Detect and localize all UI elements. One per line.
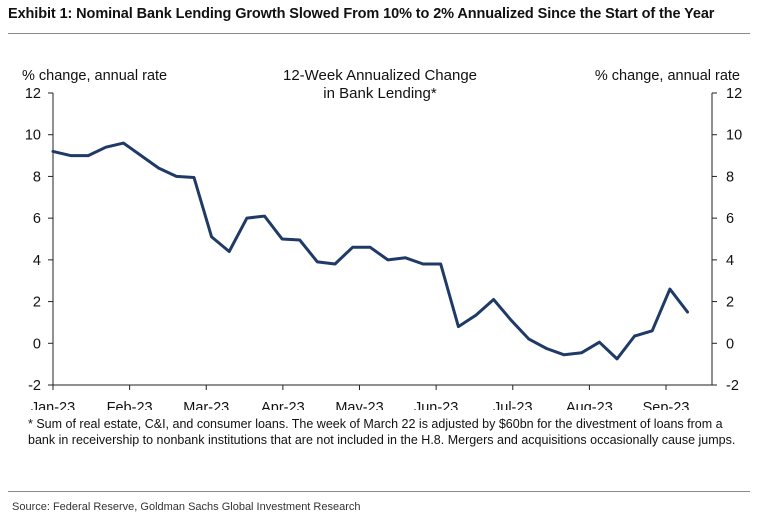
y-tick-label-left: 6 (33, 211, 41, 227)
y-tick-label-right: 12 (726, 86, 742, 102)
y-tick-label-left: 10 (25, 128, 41, 144)
source-rule (8, 491, 750, 492)
source-note: Source: Federal Reserve, Goldman Sachs G… (12, 501, 361, 513)
y-tick-label-left: 8 (33, 169, 41, 185)
y-tick-label-left: 12 (25, 86, 41, 102)
y-tick-label-right: 2 (726, 295, 734, 311)
y-axis-label-left: % change, annual rate (22, 68, 167, 84)
x-tick-label: Sep-23 (643, 400, 690, 410)
exhibit-title: Exhibit 1: Nominal Bank Lending Growth S… (8, 6, 715, 22)
x-tick-label: May-23 (335, 400, 383, 410)
y-tick-label-right: -2 (726, 378, 739, 394)
footnote: * Sum of real estate, C&I, and consumer … (28, 417, 736, 447)
chart-title-line2: in Bank Lending* (323, 85, 437, 102)
y-tick-label-left: 0 (33, 336, 41, 352)
y-tick-label-left: -2 (28, 378, 41, 394)
y-tick-label-right: 10 (726, 128, 742, 144)
x-tick-label: Jul-23 (493, 400, 533, 410)
title-rule (8, 33, 750, 34)
line-chart: -2 -2 0 0 2 2 4 4 6 6 8 8 10 10 12 12 Jan-23 Feb-23 Mar-23… (22, 67, 742, 410)
x-tick-label: Jun-23 (414, 400, 458, 410)
y-tick-label-right: 8 (726, 169, 734, 185)
series-line (51, 141, 689, 361)
chart-axes (52, 93, 713, 386)
chart-ticks: -2 -2 0 0 2 2 4 4 6 6 8 8 10 10 12 12 Jan-23 Feb-23 Mar-23… (25, 86, 742, 410)
y-tick-label-right: 0 (726, 336, 734, 352)
x-tick-label: Aug-23 (566, 400, 613, 410)
x-tick-label: Apr-23 (261, 400, 305, 410)
y-tick-label-left: 2 (33, 295, 41, 311)
y-tick-label-left: 4 (33, 253, 41, 269)
chart-title-line1: 12-Week Annualized Change (283, 67, 477, 84)
y-tick-label-right: 4 (726, 253, 734, 269)
y-tick-label-right: 6 (726, 211, 734, 227)
x-tick-label: Feb-23 (107, 400, 153, 410)
x-tick-label: Mar-23 (183, 400, 229, 410)
x-tick-label: Jan-23 (31, 400, 75, 410)
chart-series (51, 141, 689, 361)
y-axis-label-right: % change, annual rate (595, 68, 740, 84)
